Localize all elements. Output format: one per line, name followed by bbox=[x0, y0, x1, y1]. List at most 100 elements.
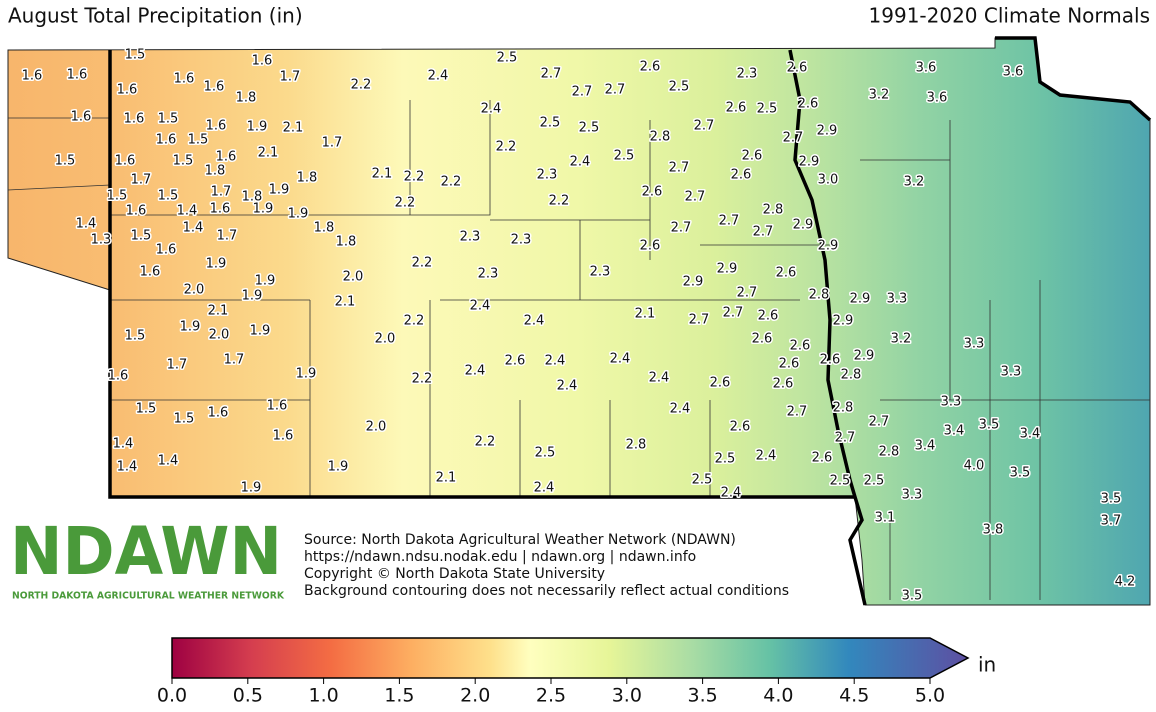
station-value: 3.5 bbox=[1101, 492, 1122, 507]
station-value: 1.8 bbox=[242, 190, 263, 205]
station-value: 2.7 bbox=[787, 405, 808, 420]
station-value: 2.4 bbox=[481, 102, 502, 117]
station-value: 2.7 bbox=[541, 67, 562, 82]
station-labels: 1.51.6 1.6 1.61.61.61.71.61.82.22.42.52.72… bbox=[20, 46, 1137, 605]
station-value: 1.6 bbox=[124, 112, 145, 127]
station-value: 2.7 bbox=[685, 190, 706, 205]
station-value: 2.9 bbox=[818, 239, 839, 254]
station-value: 2.2 bbox=[404, 170, 425, 185]
station-value: 2.7 bbox=[783, 131, 804, 146]
station-value: 2.6 bbox=[731, 168, 752, 183]
station-value: 1.6 bbox=[204, 80, 225, 95]
station-value: 2.6 bbox=[798, 97, 819, 112]
station-value: 1.7 bbox=[224, 353, 245, 368]
station-value: 1.5 bbox=[125, 329, 146, 344]
station-value: 2.4 bbox=[428, 69, 449, 84]
station-value: 3.3 bbox=[887, 292, 908, 307]
station-value: 2.3 bbox=[537, 168, 558, 183]
station-value: 1.7 bbox=[211, 185, 232, 200]
station-value: 2.6 bbox=[742, 149, 763, 164]
station-value: 1.7 bbox=[280, 70, 301, 85]
station-value: 1.6 bbox=[115, 154, 136, 169]
station-value: 1.5 bbox=[125, 48, 146, 63]
station-value: 2.6 bbox=[642, 185, 663, 200]
station-value: 2.6 bbox=[773, 377, 794, 392]
station-value: 1.4 bbox=[183, 221, 204, 236]
station-value: 1.6 bbox=[156, 133, 177, 148]
colorbar-tick-label: 3.5 bbox=[687, 685, 717, 707]
station-value: 1.6 bbox=[126, 204, 147, 219]
station-value: 2.6 bbox=[758, 309, 779, 324]
state-borders bbox=[108, 36, 1152, 606]
station-value: 1.5 bbox=[107, 189, 128, 204]
station-value: 1.7 bbox=[167, 358, 188, 373]
station-value: 2.3 bbox=[478, 267, 499, 282]
station-value: 2.6 bbox=[730, 420, 751, 435]
source-line: https://ndawn.ndsu.nodak.edu | ndawn.org… bbox=[304, 549, 696, 565]
station-value: 2.7 bbox=[723, 306, 744, 321]
station-value: 1.7 bbox=[217, 229, 238, 244]
station-value: 2.0 bbox=[184, 283, 205, 298]
station-value: 1.7 bbox=[131, 173, 152, 188]
station-value: 1.7 bbox=[322, 136, 343, 151]
station-value: 1.6 bbox=[208, 406, 229, 421]
station-value: 2.6 bbox=[640, 239, 661, 254]
station-value: 1.4 bbox=[113, 437, 134, 452]
station-value: 2.4 bbox=[570, 155, 591, 170]
station-value: 2.1 bbox=[635, 307, 656, 322]
station-value: 1.6 bbox=[156, 243, 177, 258]
station-value: 1.9 bbox=[255, 274, 276, 289]
station-value: 2.6 bbox=[710, 376, 731, 391]
station-value: 2.4 bbox=[545, 354, 566, 369]
station-value: 3.3 bbox=[1001, 365, 1022, 380]
station-value: 3.0 bbox=[818, 173, 839, 188]
station-value: 2.3 bbox=[590, 265, 611, 280]
station-value: 1.9 bbox=[328, 460, 349, 475]
station-value: 1.6 bbox=[273, 429, 294, 444]
station-value: 2.4 bbox=[721, 486, 742, 501]
source-line: Copyright © North Dakota State Universit… bbox=[304, 566, 605, 582]
station-value: 3.4 bbox=[944, 424, 965, 439]
station-value: 3.7 bbox=[1101, 514, 1122, 529]
station-value: 1.4 bbox=[76, 217, 97, 232]
colorbar-unit: in bbox=[978, 653, 996, 677]
station-value: 1.6 bbox=[267, 399, 288, 414]
station-value: 2.6 bbox=[779, 357, 800, 372]
station-value: 2.9 bbox=[793, 218, 814, 233]
station-value: 2.1 bbox=[283, 121, 304, 136]
colorbar-tick-label: 3.0 bbox=[612, 685, 642, 707]
station-value: 3.5 bbox=[902, 589, 923, 604]
station-value: 1.5 bbox=[136, 402, 157, 417]
station-value: 2.8 bbox=[833, 401, 854, 416]
station-value: 1.6 bbox=[71, 110, 92, 125]
station-value: 1.9 bbox=[253, 202, 274, 217]
station-value: 2.2 bbox=[404, 314, 425, 329]
station-value: 2.7 bbox=[835, 431, 856, 446]
station-value: 1.9 bbox=[241, 481, 262, 496]
station-value: 3.2 bbox=[904, 175, 925, 190]
station-value: 2.0 bbox=[375, 332, 396, 347]
colorbar-tick-label: 2.0 bbox=[460, 685, 490, 707]
station-value: 2.5 bbox=[864, 474, 885, 489]
station-value: 2.2 bbox=[351, 78, 372, 93]
station-value: 2.1 bbox=[372, 167, 393, 182]
station-value: 3.5 bbox=[1010, 466, 1031, 481]
station-value: 2.5 bbox=[669, 80, 690, 95]
station-value: 2.9 bbox=[683, 275, 704, 290]
station-value: 2.9 bbox=[833, 314, 854, 329]
station-value: 2.1 bbox=[436, 471, 457, 486]
station-value: 1.5 bbox=[174, 412, 195, 427]
station-value: 2.3 bbox=[737, 67, 758, 82]
station-value: 2.5 bbox=[540, 116, 561, 131]
station-value: 3.4 bbox=[915, 439, 936, 454]
station-value: 3.8 bbox=[983, 523, 1004, 538]
station-value: 2.0 bbox=[366, 420, 387, 435]
station-value: 2.7 bbox=[753, 225, 774, 240]
colorbar-tick-label: 1.0 bbox=[308, 685, 338, 707]
station-value: 2.4 bbox=[534, 481, 555, 496]
colorbar-tick-label: 4.5 bbox=[839, 685, 869, 707]
station-value: 2.7 bbox=[869, 415, 890, 430]
map-subtitle: 1991-2020 Climate Normals bbox=[869, 4, 1150, 28]
station-value: 2.9 bbox=[850, 292, 871, 307]
